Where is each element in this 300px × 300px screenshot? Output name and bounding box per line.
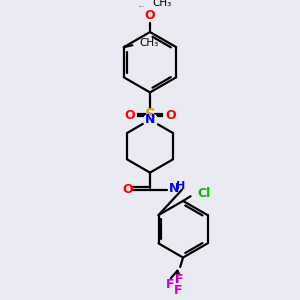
Text: CH₃: CH₃ [152, 0, 171, 8]
Text: methoxy: methoxy [139, 5, 145, 7]
Text: O: O [145, 9, 155, 22]
Text: O: O [124, 109, 135, 122]
Text: CH₃: CH₃ [139, 38, 158, 48]
Text: S: S [145, 108, 155, 123]
Text: H: H [176, 181, 186, 191]
Text: F: F [175, 273, 184, 286]
Text: N: N [169, 182, 179, 195]
Text: F: F [166, 278, 174, 291]
Text: F: F [174, 284, 183, 297]
Text: O: O [165, 109, 176, 122]
Text: N: N [145, 113, 155, 126]
Text: Cl: Cl [197, 187, 210, 200]
Text: O: O [122, 183, 133, 196]
